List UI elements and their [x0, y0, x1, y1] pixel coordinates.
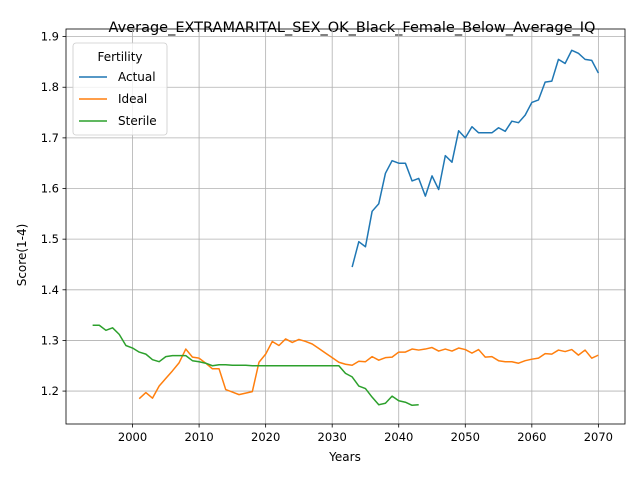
y-tick-label: 1.7 [41, 131, 59, 145]
x-tick-label: 2070 [584, 430, 613, 444]
legend: Fertility Actual Ideal Sterile [72, 42, 168, 136]
y-tick-label: 1.3 [41, 333, 59, 347]
y-axis-label: Score(1-4) [15, 224, 29, 287]
series-line-actual [351, 49, 600, 268]
series-line-ideal [138, 338, 599, 400]
legend-box [72, 42, 168, 136]
y-tick-label: 1.2 [41, 384, 59, 398]
legend-label-ideal: Ideal [118, 92, 147, 106]
series-line-sterile [92, 324, 419, 407]
chart-title: Average_EXTRAMARITAL_SEX_OK_Black_Female… [109, 20, 596, 36]
legend-title: Fertility [97, 50, 142, 64]
x-tick-label: 2050 [451, 430, 480, 444]
series-lines [92, 49, 600, 407]
x-axis-label: Years [328, 450, 361, 464]
y-tick-label: 1.8 [41, 80, 59, 94]
y-tick-label: 1.5 [41, 232, 59, 246]
legend-label-sterile: Sterile [118, 114, 157, 128]
x-tick-label: 2000 [118, 430, 147, 444]
x-tick-label: 2040 [384, 430, 413, 444]
x-tick-label: 2060 [517, 430, 546, 444]
legend-label-actual: Actual [118, 70, 156, 84]
grid-lines [66, 29, 625, 424]
plot-area-frame [65, 28, 626, 425]
y-axis-ticks: 1.2 1.3 1.4 1.5 1.6 1.7 1.8 1.9 [41, 30, 66, 398]
y-tick-label: 1.9 [41, 30, 59, 44]
y-tick-label: 1.4 [41, 283, 59, 297]
y-tick-label: 1.6 [41, 182, 59, 196]
x-tick-label: 2010 [184, 430, 213, 444]
x-tick-label: 2020 [251, 430, 280, 444]
x-axis-ticks: 2000 2010 2020 2030 2040 2050 2060 2070 [118, 424, 613, 444]
x-tick-label: 2030 [318, 430, 347, 444]
